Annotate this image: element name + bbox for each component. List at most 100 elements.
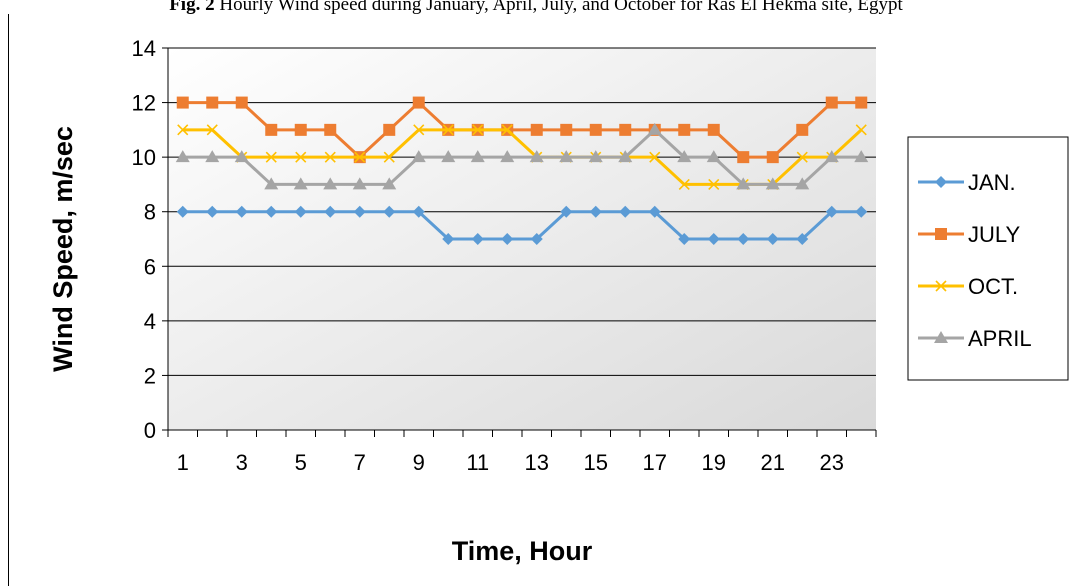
- figure-number: Fig. 2: [169, 0, 215, 15]
- y-tick-label: 4: [144, 309, 156, 334]
- data-point-july: [294, 123, 307, 136]
- data-point-april: [441, 150, 456, 163]
- data-point-april: [234, 150, 249, 163]
- x-tick-label: 5: [295, 450, 307, 475]
- data-point-july: [796, 123, 809, 136]
- x-axis-title: Time, Hour: [452, 536, 593, 566]
- x-tick-label: 1: [177, 450, 189, 475]
- legend-entry-jan: JAN.: [918, 170, 1016, 195]
- data-point-april: [854, 150, 869, 163]
- x-tick-label: 11: [466, 450, 489, 475]
- legend-label: APRIL: [968, 326, 1032, 351]
- data-point-jan: [442, 233, 455, 245]
- figure-caption-text: Hourly Wind speed during January, April,…: [214, 0, 903, 15]
- data-point-july: [825, 96, 838, 109]
- data-point-oct: [324, 151, 336, 163]
- data-point-april: [765, 177, 780, 190]
- data-point-april: [824, 150, 839, 163]
- y-tick-label: 2: [144, 363, 156, 388]
- x-tick-label: 15: [584, 450, 608, 475]
- data-point-april: [500, 150, 515, 163]
- data-point-april: [382, 177, 397, 190]
- data-point-april: [293, 177, 308, 190]
- data-point-jan: [235, 205, 248, 218]
- series-july: [176, 96, 868, 164]
- data-point-oct: [442, 124, 454, 136]
- data-point-jan: [176, 205, 189, 218]
- data-point-jan: [530, 233, 543, 245]
- data-point-april: [175, 150, 190, 163]
- legend: JAN. JULY OCT. APRIL: [907, 136, 1069, 381]
- data-point-april: [706, 150, 721, 163]
- data-point-oct: [177, 124, 189, 136]
- series-line-april: [182, 128, 862, 186]
- data-point-oct: [708, 178, 720, 190]
- data-point-jan: [766, 233, 779, 245]
- data-point-jan: [501, 233, 514, 245]
- data-point-jan: [707, 233, 720, 245]
- data-point-april: [529, 150, 544, 163]
- data-point-oct: [796, 151, 808, 163]
- data-point-jan: [796, 233, 809, 245]
- data-point-april: [647, 122, 662, 135]
- data-point-jan: [383, 205, 396, 218]
- legend-entry-april: APRIL: [918, 326, 1032, 351]
- data-point-oct: [413, 124, 425, 136]
- data-point-jan: [265, 205, 278, 218]
- data-point-jan: [855, 205, 868, 218]
- legend-entry-oct: OCT.: [918, 274, 1018, 299]
- data-point-jan: [737, 233, 750, 245]
- data-point-april: [352, 177, 367, 190]
- x-tick-label: 23: [820, 450, 844, 475]
- data-point-april: [323, 177, 338, 190]
- x-tick-label: 21: [761, 450, 785, 475]
- data-point-oct: [501, 124, 513, 136]
- data-point-jan: [619, 205, 632, 218]
- legend-label: OCT.: [968, 274, 1018, 299]
- data-point-july: [766, 151, 779, 164]
- y-tick-label: 0: [144, 418, 156, 443]
- data-point-july: [560, 123, 573, 136]
- data-point-jan: [324, 205, 337, 218]
- x-tick-label: 9: [413, 450, 425, 475]
- data-point-jan: [560, 205, 573, 218]
- data-point-jan: [353, 205, 366, 218]
- legend-label: JAN.: [968, 170, 1016, 195]
- data-point-oct: [472, 124, 484, 136]
- data-point-jan: [412, 205, 425, 218]
- series-jan: [176, 205, 868, 245]
- data-point-july: [678, 123, 691, 136]
- x-tick-label: 13: [525, 450, 549, 475]
- data-point-july: [855, 96, 868, 109]
- y-axis-title: Wind Speed, m/sec: [48, 126, 78, 372]
- series-april: [175, 122, 869, 190]
- legend-marker: [935, 280, 947, 292]
- data-point-oct: [265, 151, 277, 163]
- data-point-jan: [206, 205, 219, 218]
- data-point-july: [707, 123, 720, 136]
- legend-marker: [935, 176, 947, 188]
- data-point-july: [176, 96, 189, 109]
- data-point-april: [677, 150, 692, 163]
- data-point-april: [205, 150, 220, 163]
- data-point-april: [411, 150, 426, 163]
- data-point-jan: [589, 205, 602, 218]
- data-point-jan: [294, 205, 307, 218]
- y-tick-label: 8: [144, 200, 156, 225]
- data-point-july: [412, 96, 425, 109]
- data-point-april: [470, 150, 485, 163]
- data-point-jan: [471, 233, 484, 245]
- y-tick-label: 12: [132, 91, 156, 116]
- x-tick-label: 19: [702, 450, 726, 475]
- data-point-oct: [383, 151, 395, 163]
- axes: [162, 47, 877, 437]
- left-rule: [8, 14, 9, 586]
- data-point-april: [559, 150, 574, 163]
- data-point-jan: [825, 205, 838, 218]
- data-point-jan: [648, 205, 661, 218]
- legend-marker: [934, 331, 948, 343]
- y-tick-label: 14: [132, 36, 156, 61]
- legend-label: JULY: [968, 222, 1020, 247]
